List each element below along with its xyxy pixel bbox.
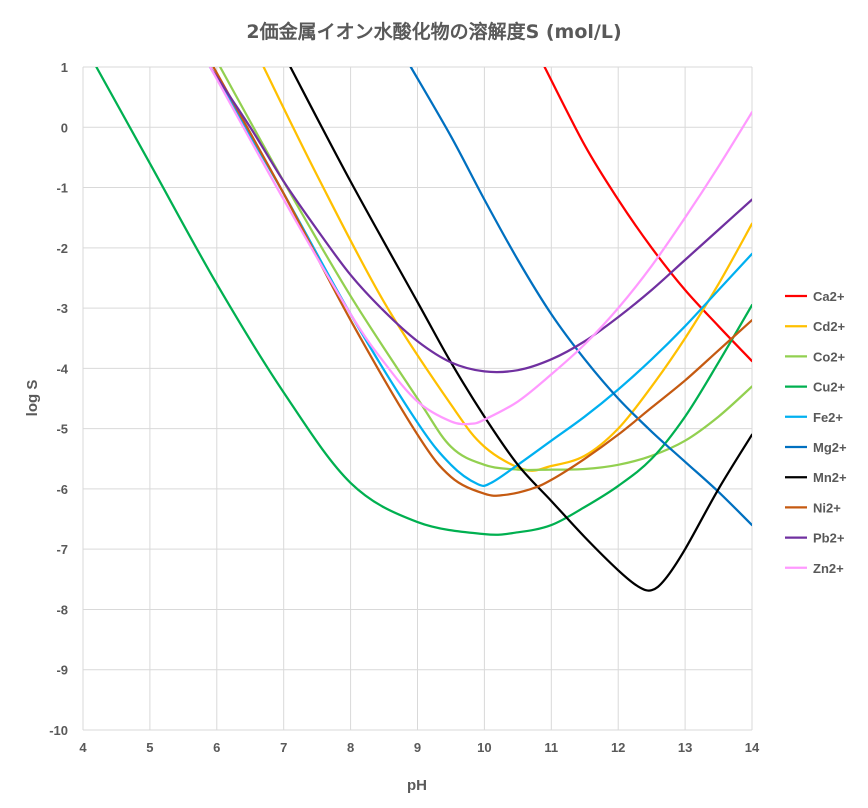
series-line-pb2-plus — [208, 67, 752, 374]
legend-label: Cu2+ — [813, 380, 846, 395]
series-line-zn2-plus — [208, 67, 752, 426]
legend-label: Ni2+ — [813, 500, 841, 515]
y-tick-label: -10 — [49, 723, 68, 738]
y-tick-label: -8 — [56, 602, 68, 617]
legend-label: Mn2+ — [813, 470, 847, 485]
legend-label: Fe2+ — [813, 410, 843, 425]
x-tick-label: 7 — [280, 740, 287, 755]
x-tick-label: 5 — [146, 740, 153, 755]
y-tick-label: -9 — [56, 663, 68, 678]
y-tick-label: 0 — [61, 120, 68, 135]
legend-label: Cd2+ — [813, 319, 846, 334]
series-line-ca2-plus — [543, 67, 752, 363]
x-tick-label: 10 — [477, 740, 491, 755]
legend-entry: Co2+ — [785, 349, 846, 364]
y-tick-label: -1 — [56, 181, 68, 196]
legend-entry: Ni2+ — [785, 500, 841, 515]
legend-label: Co2+ — [813, 349, 846, 364]
legend: Ca2+ Cd2+ Co2+ Cu2+ Fe2+ Mg2+ Mn2+ Ni2+ Pb2+ Zn2+ — [785, 289, 847, 576]
legend-entry: Zn2+ — [785, 561, 844, 576]
series-line-cu2-plus — [95, 67, 752, 536]
y-tick-label: -3 — [56, 301, 68, 316]
legend-entry: Fe2+ — [785, 410, 843, 425]
x-tick-label: 4 — [79, 740, 87, 755]
x-tick-label: 8 — [347, 740, 354, 755]
y-tick-label: -7 — [56, 542, 68, 557]
legend-entry: Pb2+ — [785, 531, 845, 546]
series-line-mg2-plus — [409, 67, 752, 527]
y-tick-label: -2 — [56, 241, 68, 256]
x-axis-title: pH — [407, 777, 427, 794]
legend-entry: Mg2+ — [785, 440, 847, 455]
series-line-ni2-plus — [212, 67, 752, 497]
plot-area — [95, 67, 752, 592]
legend-label: Ca2+ — [813, 289, 845, 304]
legend-label: Pb2+ — [813, 531, 845, 546]
x-tick-label: 14 — [745, 740, 760, 755]
legend-entry: Ca2+ — [785, 289, 845, 304]
y-tick-labels: 1 0 -1 -2 -3 -4 -5 -6 -7 -8 -9 -10 — [49, 60, 69, 738]
y-tick-label: -4 — [56, 361, 68, 376]
legend-entry: Cd2+ — [785, 319, 846, 334]
x-tick-label: 13 — [678, 740, 692, 755]
series-line-fe2-plus — [208, 67, 752, 488]
legend-entry: Cu2+ — [785, 380, 846, 395]
grid — [82, 66, 753, 731]
legend-label: Mg2+ — [813, 440, 847, 455]
y-tick-label: 1 — [61, 60, 68, 75]
chart-title: 2価金属イオン水酸化物の溶解度S (mol/L) — [246, 20, 621, 43]
y-tick-label: -5 — [56, 422, 68, 437]
series-line-co2-plus — [219, 67, 752, 472]
x-tick-label: 9 — [414, 740, 421, 755]
legend-label: Zn2+ — [813, 561, 844, 576]
x-tick-label: 6 — [213, 740, 220, 755]
series-lines — [95, 67, 752, 592]
x-tick-label: 11 — [544, 740, 558, 755]
legend-entry: Mn2+ — [785, 470, 847, 485]
x-tick-labels: 4 5 6 7 8 9 10 11 12 13 14 — [79, 740, 760, 755]
series-line-mn2-plus — [289, 67, 752, 592]
x-tick-label: 12 — [611, 740, 625, 755]
y-tick-label: -6 — [56, 482, 68, 497]
y-axis-title: log S — [24, 380, 41, 417]
